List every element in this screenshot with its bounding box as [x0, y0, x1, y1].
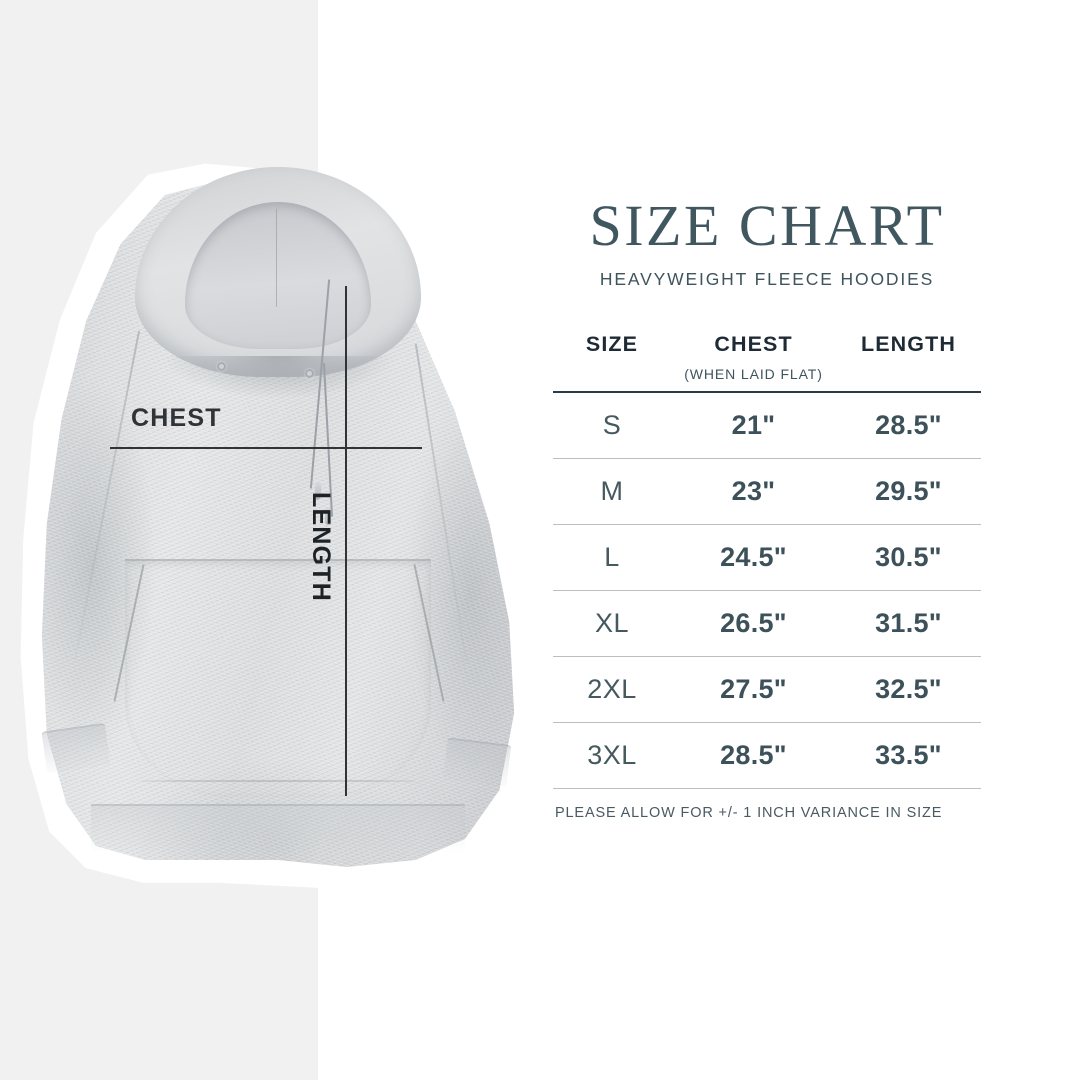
- cell-length: 33.5": [875, 740, 942, 771]
- table-row-divider: [553, 656, 981, 658]
- table-row: M 23" 29.5": [553, 459, 981, 524]
- chest-measurement-label: CHEST: [131, 404, 222, 432]
- bottom-hem-band: [91, 804, 465, 853]
- cell-length: 30.5": [875, 542, 942, 573]
- drawstring-grommet-left: [216, 361, 226, 371]
- column-header-chest: CHEST (WHEN LAID FLAT): [671, 332, 836, 382]
- neckline-shadow: [164, 356, 392, 398]
- table-row-divider: [553, 524, 981, 526]
- drawstring-grommet-right: [305, 368, 315, 378]
- table-header-divider: [553, 391, 981, 394]
- cell-length: 31.5": [875, 608, 942, 639]
- table-row: S 21" 28.5": [553, 393, 981, 458]
- cell-size: 2XL: [587, 674, 637, 705]
- cell-chest: 28.5": [720, 740, 787, 771]
- table-row-divider: [553, 590, 981, 592]
- size-table: SIZE CHEST (WHEN LAID FLAT) LENGTH S 21"…: [553, 332, 981, 821]
- table-row: L 24.5" 30.5": [553, 525, 981, 590]
- header-label-chest: CHEST: [714, 332, 793, 357]
- cell-chest: 24.5": [720, 542, 787, 573]
- table-bottom-divider: [553, 788, 981, 790]
- cell-size: M: [600, 476, 624, 507]
- table-header-row: SIZE CHEST (WHEN LAID FLAT) LENGTH: [553, 332, 981, 382]
- cell-length: 32.5": [875, 674, 942, 705]
- chest-measurement-line: [110, 447, 422, 449]
- right-sleeve-cuff: [442, 737, 512, 787]
- table-row: 2XL 27.5" 32.5": [553, 657, 981, 722]
- header-sublabel-chest: (WHEN LAID FLAT): [684, 366, 823, 383]
- page-title: SIZE CHART: [589, 193, 945, 258]
- header-spacer: [553, 357, 671, 380]
- cell-chest: 26.5": [720, 608, 787, 639]
- cell-size: L: [604, 542, 620, 573]
- table-row-divider: [553, 722, 981, 724]
- kangaroo-pocket: [125, 559, 431, 797]
- header-label-size: SIZE: [585, 332, 639, 357]
- table-row: XL 26.5" 31.5": [553, 591, 981, 656]
- cell-length: 29.5": [875, 476, 942, 507]
- left-sleeve-cuff: [41, 722, 111, 774]
- table-row: 3XL 28.5" 33.5": [553, 723, 981, 788]
- header-spacer: [836, 357, 981, 380]
- cell-chest: 23": [731, 476, 776, 507]
- cell-size: XL: [594, 608, 630, 639]
- column-header-size: SIZE: [553, 332, 671, 380]
- header-label-length: LENGTH: [861, 332, 956, 357]
- variance-footnote: PLEASE ALLOW FOR +/- 1 INCH VARIANCE IN …: [555, 805, 943, 822]
- pocket-bottom-seam: [140, 779, 416, 782]
- cell-chest: 27.5": [720, 674, 787, 705]
- length-measurement-line: [345, 286, 347, 796]
- cell-length: 28.5": [875, 410, 942, 441]
- hoodie-garment: [32, 167, 524, 874]
- table-row-divider: [553, 458, 981, 460]
- cell-size: 3XL: [587, 740, 637, 771]
- hoodie-product-image: [18, 160, 538, 890]
- page-subtitle: HEAVYWEIGHT FLEECE HOODIES: [599, 269, 935, 290]
- size-chart-content: SIZE CHART HEAVYWEIGHT FLEECE HOODIES SI…: [553, 196, 981, 821]
- hood-center-seam: [275, 209, 278, 307]
- cell-size: S: [602, 410, 622, 441]
- cell-chest: 21": [731, 410, 776, 441]
- length-measurement-label: LENGTH: [307, 492, 335, 602]
- column-header-length: LENGTH: [836, 332, 981, 380]
